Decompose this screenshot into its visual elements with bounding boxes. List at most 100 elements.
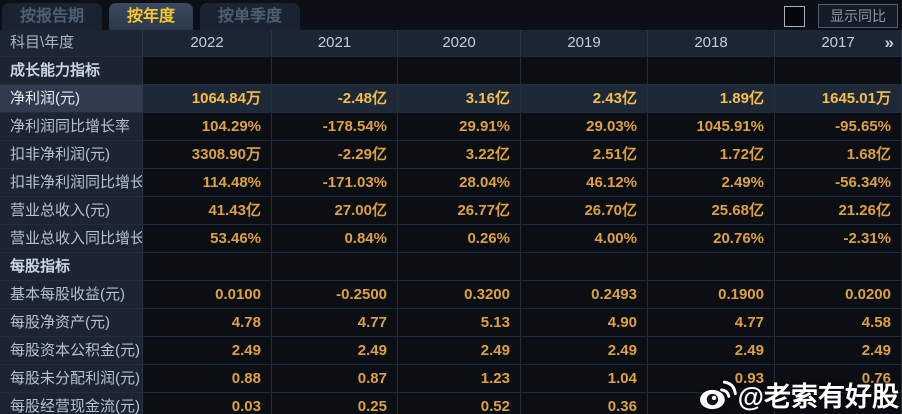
value-cell: 1.04 [521,365,648,393]
value-cell: 27.00亿 [272,197,398,225]
value-cell: 26.70亿 [521,197,648,225]
value-cell [272,253,398,281]
tab-report-period[interactable]: 按报告期 [2,3,103,30]
table-row[interactable]: 基本每股收益(元) 0.0100 -0.2500 0.3200 0.2493 0.1900… [0,281,902,309]
table-row[interactable]: 营业总收入(元) 41.43亿 27.00亿 26.77亿 26.70亿 25.68亿 21… [0,197,902,225]
section-row: 每股指标 [0,253,902,281]
year-header: 2018 [648,30,775,57]
table-row[interactable]: 每股资本公积金(元) 2.49 2.49 2.49 2.49 2.49 2.49 [0,337,902,365]
value-cell: 1.68亿 [775,141,902,169]
table-row[interactable]: 净利润同比增长率 104.29% -178.54% 29.91% 29.03% 1045.… [0,113,902,141]
row-label: 每股资本公积金(元) [0,337,143,365]
row-label: 每股指标 [0,253,143,281]
value-cell: 4.77 [272,309,398,337]
row-label: 每股经营现金流(元) [0,393,143,414]
value-cell: 1.89亿 [648,85,775,113]
show-yoy-label[interactable]: 显示同比 [818,4,898,28]
period-tab-bar: 按报告期 按年度 按单季度 显示同比 [0,0,902,30]
value-cell: 1.23 [398,365,521,393]
year-header: 2021 [272,30,398,57]
value-cell [398,57,521,85]
section-row: 成长能力指标 [0,57,902,85]
year-header-label: 2017 [821,34,855,51]
table-row[interactable]: 每股净资产(元) 4.78 4.77 5.13 4.90 4.77 4.58 [0,309,902,337]
value-cell [143,253,272,281]
value-cell [521,253,648,281]
value-cell: 2.49 [775,337,902,365]
row-label: 净利润同比增长率 [0,113,143,141]
value-cell: 20.76% [648,225,775,253]
table-row[interactable]: 每股经营现金流(元) 0.03 0.25 0.52 0.36 [0,393,902,414]
year-header: 2020 [398,30,521,57]
more-columns-icon[interactable]: » [884,33,894,52]
row-label: 扣非净利润(元) [0,141,143,169]
value-cell: 4.00% [521,225,648,253]
value-cell: 2.49 [398,337,521,365]
value-cell: 3.22亿 [398,141,521,169]
value-cell: 0.84% [272,225,398,253]
value-cell: 1645.01万 [775,85,902,113]
value-cell: 0.36 [521,393,648,414]
value-cell [648,393,775,414]
table-row[interactable]: 扣非净利润(元) 3308.90万 -2.29亿 3.22亿 2.51亿 1.72亿 1.6… [0,141,902,169]
corner-header: 科目\年度 [0,30,143,57]
value-cell: -178.54% [272,113,398,141]
value-cell: 5.13 [398,309,521,337]
value-cell [648,57,775,85]
yoy-controls: 显示同比 [784,4,898,28]
value-cell: 2.49 [143,337,272,365]
value-cell: -2.31% [775,225,902,253]
table-row[interactable]: 扣非净利润同比增长率114.48%-171.03%28.04%46.12%2.4… [0,169,902,197]
value-cell: -171.03% [272,169,398,197]
value-cell [398,253,521,281]
value-cell: 29.03% [521,113,648,141]
value-cell: -56.34% [775,169,902,197]
year-header: 2022 [143,30,272,57]
value-cell: 2.49 [648,337,775,365]
value-cell: 114.48% [143,169,272,197]
value-cell: 29.91% [398,113,521,141]
value-cell: 0.0100 [143,281,272,309]
value-cell: 1045.91% [648,113,775,141]
value-cell [648,253,775,281]
value-cell: 26.77亿 [398,197,521,225]
table-row[interactable]: 营业总收入同比增长率53.46%0.84%0.26%4.00%20.76%-2.… [0,225,902,253]
value-cell: 1.72亿 [648,141,775,169]
value-cell: 4.58 [775,309,902,337]
year-header: 2017 » [775,30,902,57]
value-cell: 0.2493 [521,281,648,309]
row-label: 成长能力指标 [0,57,143,85]
show-yoy-checkbox[interactable] [784,5,805,27]
tab-single-quarter[interactable]: 按单季度 [200,3,301,30]
value-cell: 0.87 [272,365,398,393]
value-cell: 0.52 [398,393,521,414]
value-cell [775,253,902,281]
table-body: 成长能力指标 净利润(元) 1064.84万 -2.48亿 3.16亿 2.43亿 1.89… [0,57,902,414]
value-cell [272,57,398,85]
row-label: 基本每股收益(元) [0,281,143,309]
value-cell: -0.2500 [272,281,398,309]
value-cell: 0.26% [398,225,521,253]
value-cell: 4.78 [143,309,272,337]
value-cell: 4.90 [521,309,648,337]
value-cell: 2.43亿 [521,85,648,113]
tab-annual[interactable]: 按年度 [109,3,194,30]
value-cell: 3.16亿 [398,85,521,113]
value-cell: 0.25 [272,393,398,414]
value-cell: 41.43亿 [143,197,272,225]
table-row[interactable]: 每股未分配利润(元) 0.88 0.87 1.23 1.04 0.93 0.76 [0,365,902,393]
value-cell: 3308.90万 [143,141,272,169]
value-cell [775,57,902,85]
year-header: 2019 [521,30,648,57]
table-row[interactable]: 净利润(元) 1064.84万 -2.48亿 3.16亿 2.43亿 1.89亿 1645.… [0,85,902,113]
value-cell: 25.68亿 [648,197,775,225]
row-label: 每股净资产(元) [0,309,143,337]
value-cell [521,57,648,85]
value-cell [143,57,272,85]
value-cell: 0.3200 [398,281,521,309]
row-label: 每股未分配利润(元) [0,365,143,393]
value-cell: 2.49 [521,337,648,365]
row-label: 扣非净利润同比增长率 [0,169,143,197]
value-cell: -95.65% [775,113,902,141]
